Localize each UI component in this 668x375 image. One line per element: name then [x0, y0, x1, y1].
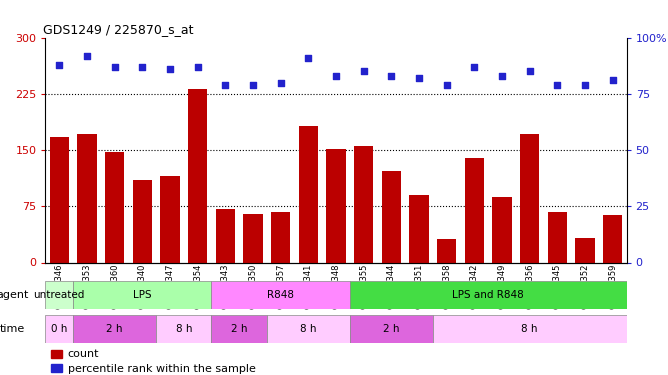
Bar	[327, 148, 346, 262]
Text: count: count	[67, 350, 99, 360]
Text: 8 h: 8 h	[300, 324, 317, 334]
Bar	[73, 281, 212, 309]
Point	[110, 64, 120, 70]
Text: LPS: LPS	[133, 290, 152, 300]
Point	[386, 73, 397, 79]
Point	[220, 82, 230, 88]
Text: GDS1249 / 225870_s_at: GDS1249 / 225870_s_at	[43, 23, 193, 36]
Bar	[212, 281, 350, 309]
Point	[358, 68, 369, 74]
Bar	[548, 211, 567, 262]
Bar	[105, 152, 124, 262]
Point	[413, 75, 424, 81]
Text: time: time	[0, 324, 25, 334]
Text: 0 h: 0 h	[51, 324, 67, 334]
Point	[552, 82, 562, 88]
Bar	[77, 134, 97, 262]
Text: R848: R848	[267, 290, 294, 300]
Bar	[465, 158, 484, 262]
Bar	[160, 176, 180, 262]
Bar	[45, 315, 73, 343]
Bar	[156, 315, 212, 343]
Point	[442, 82, 452, 88]
Bar	[437, 238, 456, 262]
Point	[164, 66, 175, 72]
Bar	[575, 238, 595, 262]
Point	[192, 64, 203, 70]
Bar	[603, 215, 623, 262]
Point	[580, 82, 591, 88]
Point	[524, 68, 535, 74]
Text: untreated: untreated	[33, 290, 85, 300]
Bar	[216, 209, 235, 262]
Text: agent: agent	[0, 290, 29, 300]
Point	[81, 53, 92, 58]
Bar	[243, 214, 263, 262]
Point	[248, 82, 259, 88]
Point	[303, 55, 314, 61]
Bar	[299, 126, 318, 262]
Bar	[520, 134, 540, 262]
Point	[137, 64, 148, 70]
Bar	[354, 146, 373, 262]
Text: 2 h: 2 h	[106, 324, 123, 334]
Point	[497, 73, 508, 79]
Text: 2 h: 2 h	[231, 324, 247, 334]
Text: 8 h: 8 h	[176, 324, 192, 334]
Bar	[212, 315, 267, 343]
Bar	[51, 350, 61, 358]
Point	[607, 77, 618, 83]
Text: LPS and R848: LPS and R848	[452, 290, 524, 300]
Bar	[45, 281, 73, 309]
Point	[469, 64, 480, 70]
Text: percentile rank within the sample: percentile rank within the sample	[67, 363, 255, 374]
Text: 8 h: 8 h	[522, 324, 538, 334]
Bar	[433, 315, 627, 343]
Point	[54, 62, 65, 68]
Bar	[271, 211, 291, 262]
Bar	[267, 315, 350, 343]
Bar	[49, 136, 69, 262]
Bar	[73, 315, 156, 343]
Bar	[381, 171, 401, 262]
Bar	[350, 315, 433, 343]
Bar	[492, 196, 512, 262]
Text: 2 h: 2 h	[383, 324, 399, 334]
Bar	[350, 281, 627, 309]
Point	[275, 80, 286, 86]
Bar	[409, 195, 429, 262]
Bar	[133, 180, 152, 262]
Point	[331, 73, 341, 79]
Bar	[188, 88, 207, 262]
Bar	[51, 364, 61, 372]
